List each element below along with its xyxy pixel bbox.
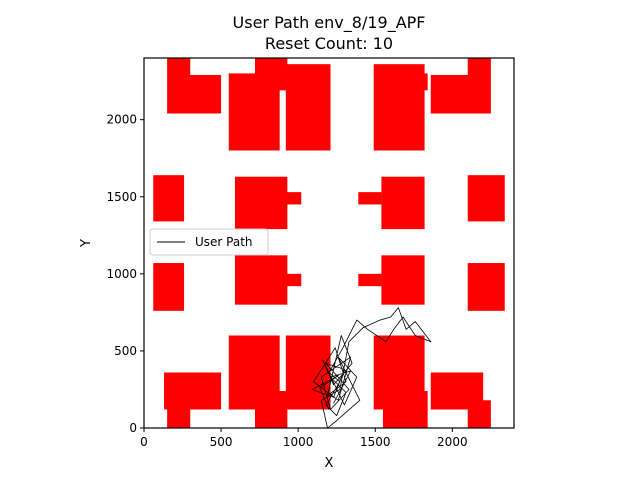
obstacle <box>381 255 425 305</box>
obstacle <box>279 273 302 287</box>
chart-subtitle: Reset Count: 10 <box>265 34 393 53</box>
y-axis-ticks: 0 500 1000 1500 2000 <box>106 113 144 435</box>
obstacle <box>467 58 491 114</box>
x-tick-label: 1500 <box>360 435 391 449</box>
y-tick-label: 1000 <box>106 267 137 281</box>
obstacle <box>255 391 288 428</box>
y-axis-label: Y <box>79 239 94 248</box>
x-tick-label: 2000 <box>437 435 468 449</box>
x-axis-ticks: 0 500 1000 1500 2000 <box>140 428 468 449</box>
x-tick-label: 1000 <box>283 435 314 449</box>
obstacle <box>285 335 331 410</box>
obstacle <box>381 176 425 230</box>
obstacle <box>153 263 185 311</box>
legend-box <box>149 228 269 256</box>
obstacle <box>358 273 382 287</box>
y-tick-label: 2000 <box>106 113 137 127</box>
obstacle <box>382 73 428 91</box>
chart-title: User Path env_8/19_APF <box>233 13 426 33</box>
x-axis-label: X <box>325 456 334 471</box>
obstacle <box>467 175 505 222</box>
x-tick-label: 0 <box>140 435 148 449</box>
x-tick-label: 500 <box>210 435 233 449</box>
obstacle <box>285 64 331 151</box>
y-tick-label: 500 <box>114 344 137 358</box>
obstacle <box>167 400 191 428</box>
plot-frame <box>143 57 515 429</box>
obstacle <box>153 175 185 222</box>
obstacle <box>173 74 222 114</box>
obstacle <box>467 263 505 311</box>
obstacle <box>234 176 288 230</box>
obstacle <box>234 255 288 305</box>
obstacle <box>382 391 428 428</box>
obstacle <box>467 400 491 428</box>
obstacle-group <box>153 58 505 428</box>
y-tick-label: 1500 <box>106 190 137 204</box>
obstacle <box>279 192 302 205</box>
legend: User Path <box>149 228 269 256</box>
y-tick-label: 0 <box>129 421 137 435</box>
legend-path-label: User Path <box>195 235 253 249</box>
obstacle <box>358 192 382 205</box>
obstacle <box>255 58 288 91</box>
